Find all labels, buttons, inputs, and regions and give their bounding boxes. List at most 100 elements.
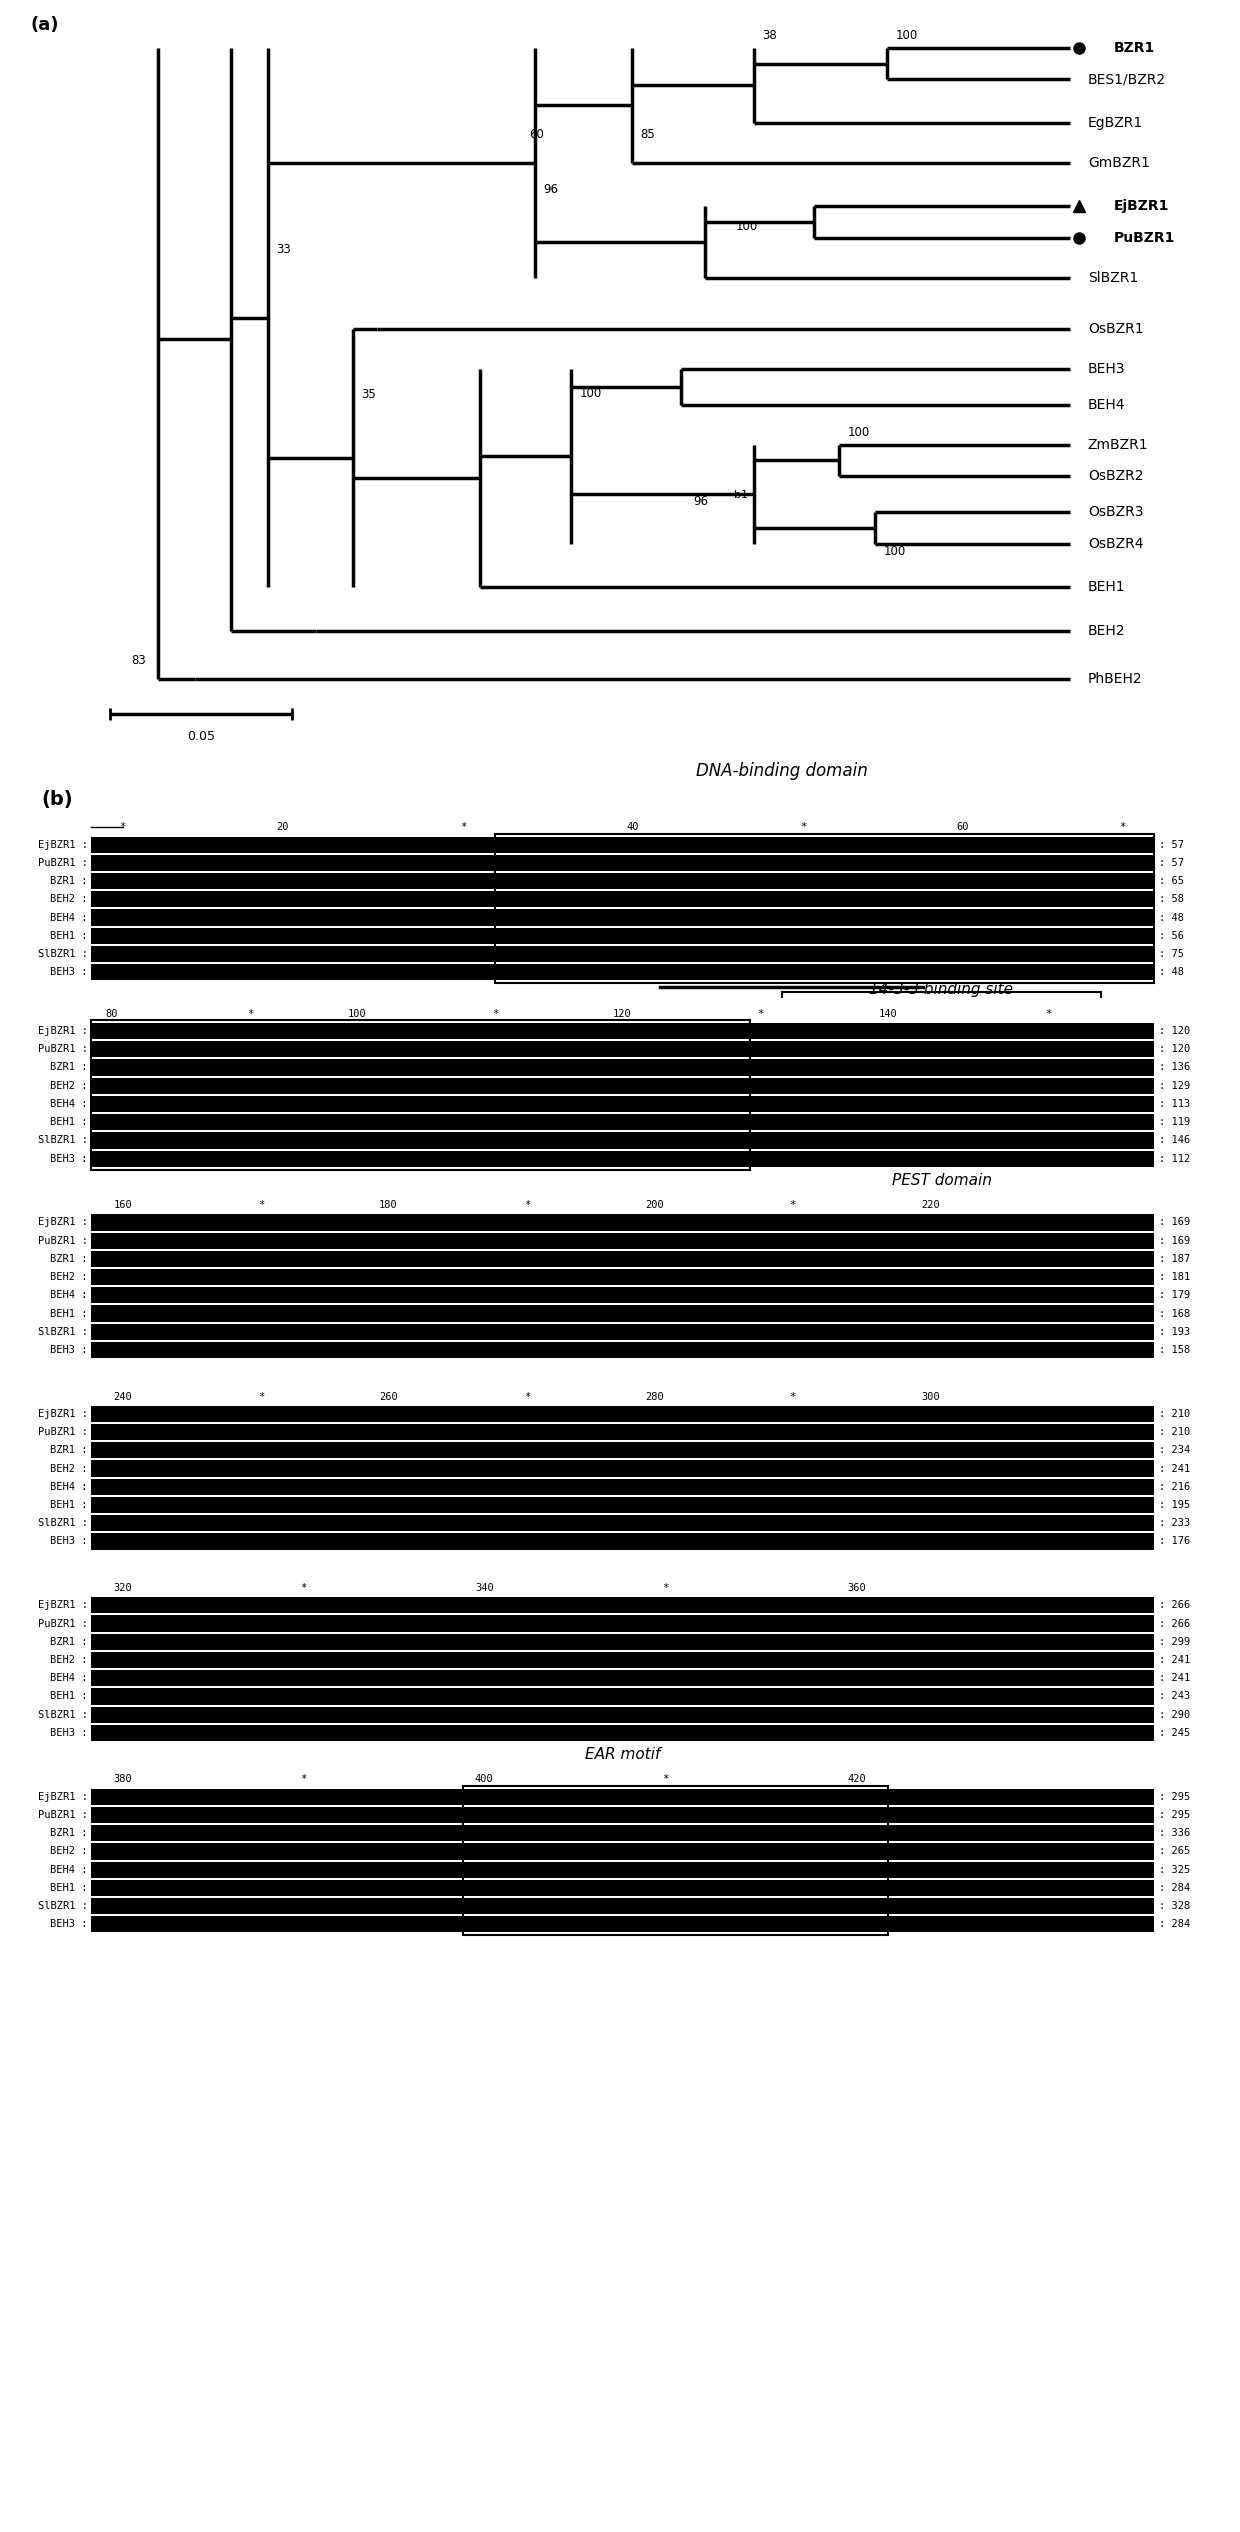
Bar <box>91 1023 1154 1038</box>
Text: BEH1 :: BEH1 : <box>51 1309 88 1319</box>
Text: OsBZR1: OsBZR1 <box>1087 322 1143 337</box>
Bar <box>91 1917 1154 1932</box>
Text: : 169: : 169 <box>1159 1218 1190 1228</box>
Text: BEH3 :: BEH3 : <box>51 1537 88 1547</box>
Text: (b): (b) <box>42 790 73 810</box>
Text: BEH2 :: BEH2 : <box>51 1081 88 1091</box>
Text: *: * <box>300 1582 306 1593</box>
Text: BEH3 :: BEH3 : <box>51 1344 88 1355</box>
Bar <box>91 1096 1154 1112</box>
Text: b1: b1 <box>734 491 748 501</box>
Bar <box>91 1132 1154 1150</box>
Text: 120: 120 <box>613 1008 632 1018</box>
Bar <box>91 1020 750 1170</box>
Text: PuBZR1 :: PuBZR1 : <box>38 1236 88 1246</box>
Text: : 241: : 241 <box>1159 1674 1190 1684</box>
Text: : 265: : 265 <box>1159 1846 1190 1856</box>
Text: *: * <box>800 823 806 833</box>
Bar <box>91 1286 1154 1304</box>
Text: BZR1 :: BZR1 : <box>51 1063 88 1074</box>
Bar <box>495 833 1154 982</box>
Text: 100: 100 <box>580 387 603 400</box>
Bar <box>91 1514 1154 1532</box>
Text: *: * <box>662 1582 668 1593</box>
Text: BZR1 :: BZR1 : <box>51 876 88 886</box>
Text: BEH3 :: BEH3 : <box>51 1919 88 1929</box>
Bar <box>91 1598 1154 1613</box>
Text: 14-3-3 binding site: 14-3-3 binding site <box>869 982 1013 998</box>
Text: SlBZR1: SlBZR1 <box>1087 271 1138 284</box>
Text: 420: 420 <box>847 1775 866 1785</box>
Text: : 328: : 328 <box>1159 1902 1190 1912</box>
Text: 320: 320 <box>113 1582 133 1593</box>
Bar <box>91 1899 1154 1914</box>
Text: 380: 380 <box>113 1775 133 1785</box>
Text: : 120: : 120 <box>1159 1025 1190 1036</box>
Bar <box>91 874 1154 889</box>
Bar <box>91 1251 1154 1266</box>
Bar <box>91 1269 1154 1286</box>
Text: : 243: : 243 <box>1159 1691 1190 1702</box>
Text: BEH3 :: BEH3 : <box>51 1155 88 1165</box>
Bar <box>91 1671 1154 1686</box>
Text: *: * <box>1118 823 1126 833</box>
Bar <box>91 1707 1154 1722</box>
Text: : 284: : 284 <box>1159 1884 1190 1894</box>
Text: : 295: : 295 <box>1159 1793 1190 1803</box>
Bar <box>91 1534 1154 1550</box>
Bar <box>91 1443 1154 1458</box>
Text: BZR1 :: BZR1 : <box>51 1253 88 1263</box>
Text: 220: 220 <box>921 1200 940 1210</box>
Text: 100: 100 <box>847 425 869 438</box>
Bar <box>91 947 1154 962</box>
Text: SlBZR1 :: SlBZR1 : <box>38 1134 88 1144</box>
Text: : 325: : 325 <box>1159 1864 1190 1874</box>
Text: : 295: : 295 <box>1159 1810 1190 1821</box>
Text: PuBZR1 :: PuBZR1 : <box>38 858 88 868</box>
Text: 83: 83 <box>131 653 146 666</box>
Text: : 119: : 119 <box>1159 1117 1190 1127</box>
Text: : 48: : 48 <box>1159 912 1184 922</box>
Bar <box>91 1324 1154 1339</box>
Text: 100: 100 <box>895 28 918 41</box>
Text: BZR1 :: BZR1 : <box>51 1828 88 1838</box>
Text: SlBZR1 :: SlBZR1 : <box>38 1327 88 1337</box>
Text: SlBZR1 :: SlBZR1 : <box>38 1519 88 1529</box>
Text: 96: 96 <box>693 496 708 509</box>
Bar <box>91 1079 1154 1094</box>
Text: EjBZR1 :: EjBZR1 : <box>38 1600 88 1610</box>
Text: : 113: : 113 <box>1159 1099 1190 1109</box>
Text: 400: 400 <box>475 1775 494 1785</box>
Text: EjBZR1 :: EjBZR1 : <box>38 1025 88 1036</box>
Bar <box>91 965 1154 980</box>
Text: *: * <box>258 1393 264 1403</box>
Text: : 65: : 65 <box>1159 876 1184 886</box>
Text: OsBZR3: OsBZR3 <box>1087 504 1143 519</box>
Text: 240: 240 <box>113 1393 133 1403</box>
Text: : 120: : 120 <box>1159 1043 1190 1053</box>
Text: : 299: : 299 <box>1159 1636 1190 1646</box>
Text: 340: 340 <box>475 1582 494 1593</box>
Text: : 241: : 241 <box>1159 1463 1190 1474</box>
Text: BZR1 :: BZR1 : <box>51 1636 88 1646</box>
Text: 96: 96 <box>543 182 558 197</box>
Text: : 336: : 336 <box>1159 1828 1190 1838</box>
Text: : 195: : 195 <box>1159 1499 1190 1509</box>
Text: *: * <box>790 1200 796 1210</box>
Text: BEH2 :: BEH2 : <box>51 1846 88 1856</box>
Text: 80: 80 <box>105 1008 118 1018</box>
Text: BZR1 :: BZR1 : <box>51 1446 88 1456</box>
Text: *: * <box>119 823 125 833</box>
Text: : 245: : 245 <box>1159 1727 1190 1737</box>
Bar <box>91 1461 1154 1476</box>
Text: : 216: : 216 <box>1159 1481 1190 1491</box>
Text: PuBZR1 :: PuBZR1 : <box>38 1810 88 1821</box>
Text: : 58: : 58 <box>1159 894 1184 904</box>
Bar <box>91 1233 1154 1248</box>
Text: EjBZR1 :: EjBZR1 : <box>38 1408 88 1418</box>
Text: BEH2 :: BEH2 : <box>51 1656 88 1666</box>
Text: : 158: : 158 <box>1159 1344 1190 1355</box>
Text: BEH1 :: BEH1 : <box>51 932 88 942</box>
Text: : 234: : 234 <box>1159 1446 1190 1456</box>
Bar <box>91 909 1154 927</box>
